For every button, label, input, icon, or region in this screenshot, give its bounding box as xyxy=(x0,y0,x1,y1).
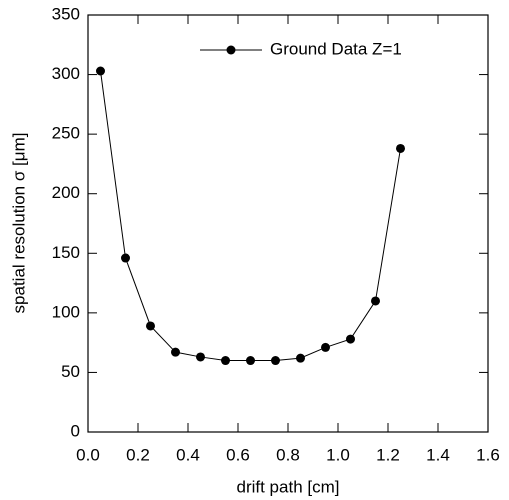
y-tick-label: 350 xyxy=(52,4,80,23)
data-point xyxy=(171,347,180,357)
x-tick-label: 1.2 xyxy=(376,445,400,464)
y-axis-label: spatial resolution σ [μm] xyxy=(9,133,28,314)
data-point xyxy=(296,353,305,363)
y-tick-label: 0 xyxy=(71,421,80,440)
series-line xyxy=(100,70,401,362)
x-tick-label: 0.4 xyxy=(176,445,200,464)
y-tick-label: 250 xyxy=(52,124,80,143)
data-point xyxy=(121,253,130,263)
x-axis-label: drift path [cm] xyxy=(237,477,340,496)
plot-frame xyxy=(87,14,489,433)
data-point xyxy=(346,334,355,344)
x-tick-label: 0.8 xyxy=(276,445,300,464)
y-tick-label: 50 xyxy=(61,362,80,381)
data-point xyxy=(146,321,155,331)
data-point xyxy=(96,66,105,76)
x-tick-label: 0.2 xyxy=(126,445,150,464)
legend-marker xyxy=(226,45,236,55)
x-tick-label: 1.4 xyxy=(426,445,450,464)
x-tick-label: 1.0 xyxy=(326,445,350,464)
data-point xyxy=(196,352,205,362)
y-tick-label: 300 xyxy=(52,64,80,83)
y-tick-label: 150 xyxy=(52,243,80,262)
data-point xyxy=(221,356,230,366)
data-point xyxy=(396,143,405,153)
x-tick-label: 1.6 xyxy=(476,445,500,464)
data-point xyxy=(371,296,380,306)
data-point xyxy=(271,356,280,366)
legend-label: Ground Data Z=1 xyxy=(270,39,402,58)
y-tick-label: 100 xyxy=(52,302,80,321)
y-tick-label: 200 xyxy=(52,183,80,202)
x-tick-label: 0.0 xyxy=(76,445,100,464)
data-point xyxy=(321,342,330,352)
x-tick-label: 0.6 xyxy=(226,445,250,464)
data-point xyxy=(246,356,255,366)
